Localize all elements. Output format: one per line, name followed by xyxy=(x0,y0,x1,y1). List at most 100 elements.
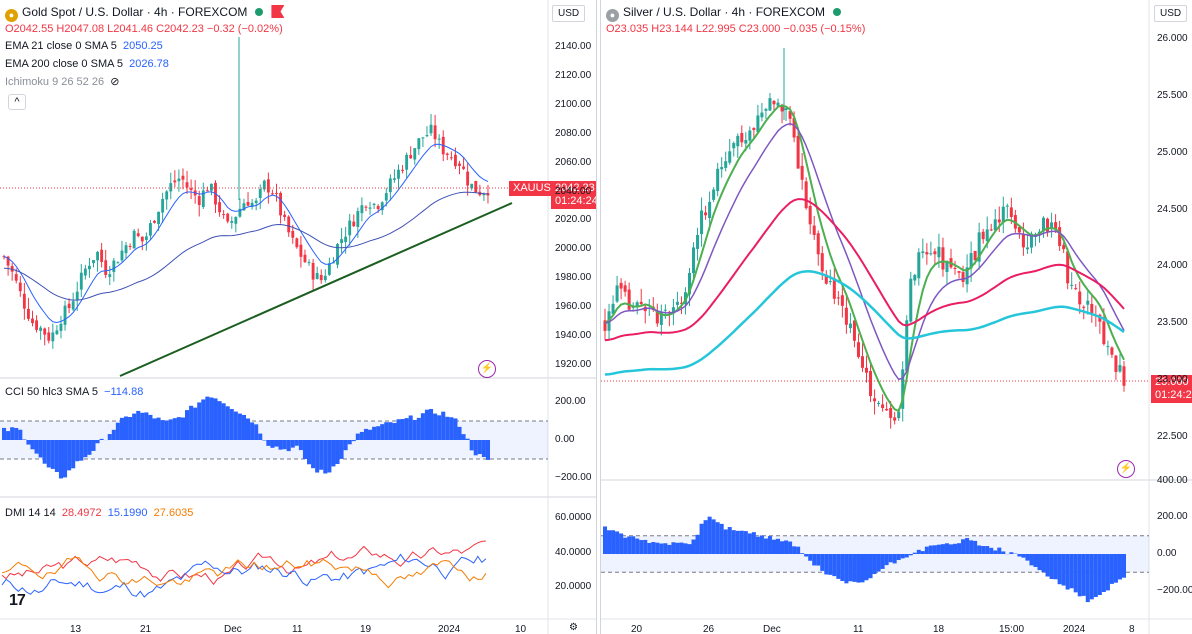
cci-bar xyxy=(128,416,133,440)
candle-body xyxy=(413,148,417,160)
candle-body xyxy=(425,135,429,137)
cci-bar xyxy=(1029,554,1034,566)
candle-body xyxy=(470,183,474,189)
market-status-icon xyxy=(255,8,264,16)
cci-bar xyxy=(50,440,55,469)
candle-body xyxy=(1086,300,1090,305)
dmi-legend[interactable]: DMI 14 14 28.4972 15.1990 27.6035 xyxy=(5,507,194,519)
candle-body xyxy=(218,202,221,213)
candle-body xyxy=(169,183,173,192)
gold-title: Gold Spot / U.S. Dollar · 4h · FOREXCOM xyxy=(22,5,248,19)
cci-bar xyxy=(1113,554,1118,583)
cci-bar xyxy=(63,440,68,478)
ichimoku-legend[interactable]: Ichimoku 9 26 52 26 ⊘ xyxy=(5,76,120,88)
hidden-eye-icon[interactable]: ⊘ xyxy=(110,76,120,88)
cci-bar xyxy=(1037,554,1042,571)
cci-bar xyxy=(282,440,287,450)
ema200-line xyxy=(3,191,489,301)
candle-body xyxy=(897,411,901,419)
cci-bar xyxy=(408,415,413,440)
candle-body xyxy=(780,104,784,112)
candle-body xyxy=(262,180,266,190)
cci-bar xyxy=(111,429,116,440)
candle-body xyxy=(828,281,832,283)
candle-body xyxy=(748,130,752,141)
candle-body xyxy=(116,262,120,264)
ema200-legend[interactable]: EMA 200 close 0 SMA 5 2026.78 xyxy=(5,58,169,70)
cci-bar xyxy=(940,544,945,554)
candle-body xyxy=(271,193,274,195)
tradingview-logo[interactable]: 17 xyxy=(9,592,26,609)
time-tick-label: 15:00 xyxy=(999,624,1025,634)
price-tick-label: 2080.00 xyxy=(555,127,592,139)
cci-bar xyxy=(22,439,27,440)
cci-bar xyxy=(1105,554,1110,591)
candle-body xyxy=(279,192,282,216)
cci-bar xyxy=(924,546,929,554)
candle-body xyxy=(1078,291,1082,305)
candle-body xyxy=(445,153,449,155)
cci-bar xyxy=(213,398,218,440)
cci-bar xyxy=(671,542,676,554)
candle-body xyxy=(969,253,973,269)
cci-bar xyxy=(1101,554,1106,592)
cci-bar xyxy=(201,399,206,440)
cci-bar xyxy=(140,412,145,440)
cci-bar xyxy=(453,418,458,440)
candle-body xyxy=(836,297,840,299)
cci-bar xyxy=(1057,554,1062,585)
candle-body xyxy=(372,203,376,205)
cci-bar xyxy=(868,554,873,579)
candle-body xyxy=(299,244,303,257)
cci-bar xyxy=(75,440,80,462)
gold-currency-button[interactable]: USD xyxy=(552,5,586,22)
candle-body xyxy=(250,202,254,207)
candle-body xyxy=(132,230,136,249)
cci-bar xyxy=(812,554,817,566)
cci-bar xyxy=(643,539,648,554)
flag-icon[interactable] xyxy=(271,5,285,18)
cci-bar xyxy=(286,440,291,452)
candle-body xyxy=(804,181,808,209)
cci-bar xyxy=(948,544,954,554)
cci-tick-label: 200.00 xyxy=(555,396,586,407)
candle-body xyxy=(35,320,38,330)
silver-chart-panel[interactable]: ● Silver / U.S. Dollar · 4h · FOREXCOM O2… xyxy=(600,0,1192,634)
ema21-legend[interactable]: EMA 21 close 0 SMA 5 2050.25 xyxy=(5,40,163,52)
silver-chart-canvas[interactable] xyxy=(601,0,1192,634)
candle-body xyxy=(433,125,437,140)
candle-body xyxy=(454,154,457,167)
cci-bar xyxy=(160,420,165,440)
cci-legend[interactable]: CCI 50 hlc3 SMA 5 −114.88 xyxy=(5,386,144,398)
candle-body xyxy=(397,169,400,179)
candle-body xyxy=(92,260,95,264)
ema-mid-line xyxy=(604,122,1125,381)
cci-tick-label: −200.00 xyxy=(1157,584,1192,596)
cci-bar xyxy=(168,419,173,440)
cci-bar xyxy=(655,542,660,554)
cci-bar xyxy=(485,440,490,460)
collapse-legend-button[interactable]: ^ xyxy=(8,94,26,110)
cci-bar xyxy=(144,412,149,440)
gold-chart-panel[interactable]: ● Gold Spot / U.S. Dollar · 4h · FOREXCOM… xyxy=(0,0,597,634)
cci-bar xyxy=(981,546,986,554)
candle-body xyxy=(96,251,99,261)
cci-bar xyxy=(1089,554,1094,600)
candle-body xyxy=(1029,233,1033,248)
silver-currency-button[interactable]: USD xyxy=(1154,5,1188,22)
cci-bar xyxy=(91,440,96,451)
alert-bolt-icon[interactable]: ⚡ xyxy=(478,360,496,378)
dmi-plus-line xyxy=(1,540,486,586)
cci-bar xyxy=(359,431,364,440)
candle-body xyxy=(1050,222,1054,229)
cci-bar xyxy=(989,547,994,554)
gold-chart-canvas[interactable] xyxy=(0,0,596,634)
candle-body xyxy=(925,252,929,255)
candle-body xyxy=(1118,365,1122,372)
cci-bar xyxy=(763,538,768,554)
candle-body xyxy=(173,180,177,183)
settings-gear-icon[interactable]: ⚙ xyxy=(569,622,578,633)
alert-bolt-icon[interactable]: ⚡ xyxy=(1117,460,1135,478)
candle-body xyxy=(756,115,760,133)
candle-body xyxy=(405,154,409,170)
